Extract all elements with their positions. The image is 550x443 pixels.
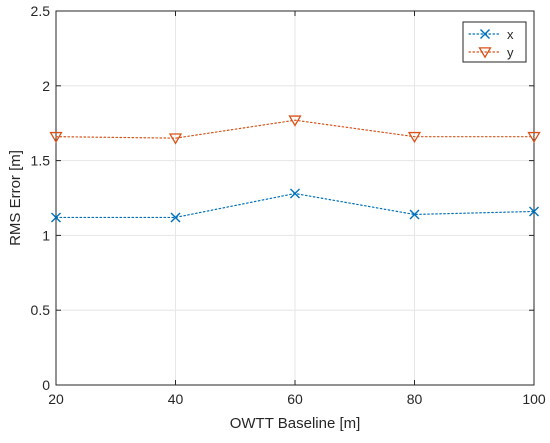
- y-tick-label: 1: [42, 227, 50, 243]
- legend-marker-y: [478, 47, 492, 59]
- x-mark-stroke: [480, 29, 490, 39]
- series-y: [49, 115, 541, 145]
- data-point-y: [168, 133, 183, 145]
- legend-box: [462, 21, 527, 63]
- x-mark-stroke: [170, 212, 181, 223]
- x-tick-label: 40: [168, 391, 184, 407]
- x-tick-label: 20: [48, 391, 64, 407]
- x-mark-stroke: [409, 209, 420, 220]
- data-point-y: [407, 131, 422, 144]
- x-mark-stroke: [51, 212, 61, 223]
- y-tick-label: 0.5: [31, 302, 51, 318]
- y-tick-label: 1.5: [31, 153, 51, 169]
- data-point-y: [49, 131, 63, 144]
- axes: [55, 10, 535, 386]
- data-point-x: [290, 188, 300, 199]
- data-point-y: [527, 131, 541, 144]
- data-point-x: [51, 212, 61, 223]
- x-tick-label: 60: [287, 391, 303, 407]
- x-tick-label: 80: [407, 391, 423, 407]
- series-line-y: [55, 119, 535, 139]
- tick-labels: 20 40 60 80 100 0 0.5 1 1.5 2 2.5: [31, 3, 546, 407]
- data-point-x: [529, 206, 539, 217]
- x-mark-stroke: [529, 206, 539, 217]
- data-point-x: [170, 212, 181, 223]
- y-tick-label: 2: [42, 78, 50, 94]
- legend-marker-x: [480, 29, 490, 39]
- y-tick-label: 0: [42, 377, 50, 393]
- y-axis-label: RMS Error [m]: [7, 150, 24, 246]
- y-tick-label: 2.5: [31, 3, 51, 19]
- series-group: [49, 115, 541, 223]
- legend: xy: [462, 21, 527, 63]
- data-point-y: [288, 115, 302, 127]
- x-tick-label: 100: [522, 391, 546, 407]
- legend-label-x: x: [507, 27, 514, 42]
- data-point-x: [409, 209, 420, 220]
- series-x: [51, 188, 539, 223]
- x-mark-stroke: [290, 188, 300, 199]
- x-axis-label: OWTT Baseline [m]: [230, 415, 361, 432]
- legend-label-y: y: [507, 45, 514, 60]
- grid: [55, 10, 535, 386]
